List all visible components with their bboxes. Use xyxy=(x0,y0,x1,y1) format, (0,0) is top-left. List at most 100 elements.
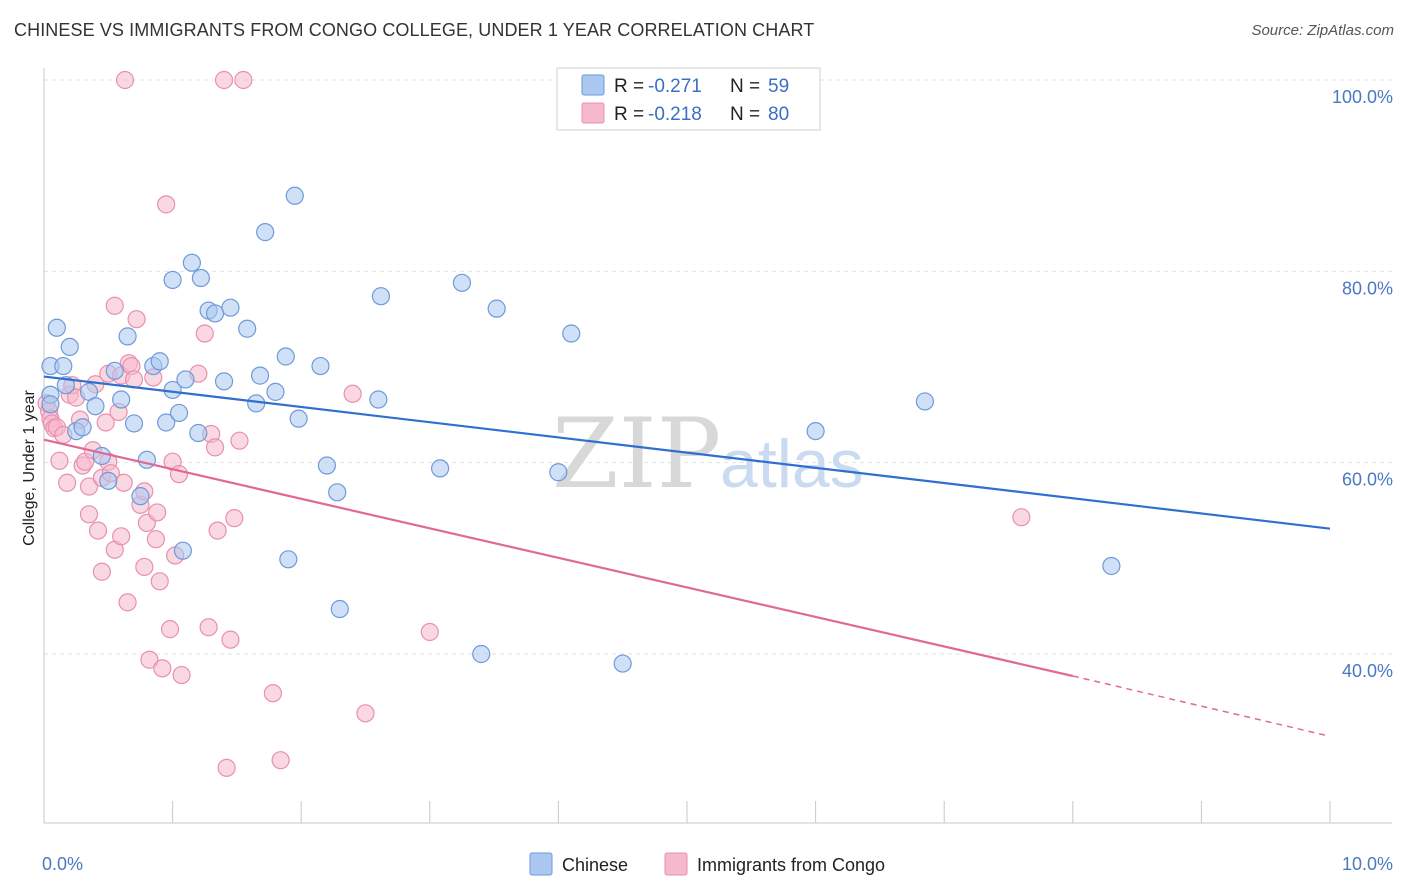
points-congo xyxy=(37,70,1031,777)
congo-point xyxy=(199,618,218,637)
bottom-legend-congo-swatch xyxy=(664,852,688,876)
chinese-point xyxy=(214,372,234,391)
congo-point xyxy=(105,296,124,315)
chinese-point xyxy=(238,319,257,338)
chinese-point xyxy=(157,413,176,432)
chinese-point xyxy=(330,599,349,619)
congo-point xyxy=(356,704,375,723)
congo-point xyxy=(88,521,108,540)
congo-point xyxy=(150,572,169,591)
congo-point xyxy=(230,431,249,450)
chinese-point xyxy=(41,395,60,414)
chinese-point xyxy=(54,356,73,376)
chinese-point xyxy=(191,268,210,288)
chinese-point xyxy=(131,487,150,506)
legend-congo-n-value: 80 xyxy=(768,104,789,125)
congo-point xyxy=(118,593,137,612)
y-tick-label: 40.0% xyxy=(1342,661,1393,681)
top-legend: R = -0.271 N = 59 R = -0.218 N = 80 xyxy=(556,67,821,131)
chinese-point xyxy=(169,403,189,423)
congo-point xyxy=(221,630,240,649)
chinese-point xyxy=(250,366,270,385)
congo-point xyxy=(96,413,115,432)
chinese-point xyxy=(150,352,169,371)
chinese-point xyxy=(47,318,66,337)
chinese-point xyxy=(285,186,304,205)
congo-point xyxy=(420,622,439,642)
congo-point xyxy=(148,503,167,522)
y-tick-label: 80.0% xyxy=(1342,278,1393,298)
chinese-point xyxy=(189,423,208,443)
chinese-point xyxy=(105,361,124,380)
congo-point xyxy=(1012,508,1031,527)
chinese-point xyxy=(276,347,295,366)
congo-point xyxy=(172,665,191,685)
congo-point xyxy=(114,473,133,492)
chinese-point xyxy=(73,418,92,437)
congo-point xyxy=(234,70,253,90)
chinese-point xyxy=(317,456,337,475)
congo-point xyxy=(195,324,214,343)
chinese-point xyxy=(487,299,506,318)
chinese-point xyxy=(311,356,330,376)
x-tick-label: 0.0% xyxy=(42,854,83,874)
congo-point xyxy=(50,451,69,470)
congo-point xyxy=(208,521,227,540)
congo-point xyxy=(160,620,180,639)
congo-point xyxy=(79,505,99,524)
chinese-point xyxy=(221,298,240,317)
congo-point xyxy=(263,684,283,703)
chinese-point xyxy=(124,414,144,433)
congo-point xyxy=(271,751,290,770)
chinese-point xyxy=(176,370,195,389)
congo-point xyxy=(205,438,225,457)
chinese-point xyxy=(613,654,632,673)
chinese-point xyxy=(182,253,201,272)
congo-point xyxy=(146,530,165,549)
congo-point xyxy=(124,370,144,389)
legend-chinese-swatch xyxy=(581,74,605,96)
congo-point xyxy=(92,562,111,581)
y-tick-label: 60.0% xyxy=(1342,470,1393,490)
chinese-point xyxy=(549,463,568,482)
congo-point xyxy=(169,465,189,484)
legend-congo-r-value: -0.218 xyxy=(648,104,702,125)
legend-congo-swatch xyxy=(581,102,605,124)
legend-chinese-r-value: -0.271 xyxy=(648,76,702,97)
congo-point xyxy=(343,384,362,403)
chart-title: CHINESE VS IMMIGRANTS FROM CONGO COLLEGE… xyxy=(14,20,815,40)
congo-point xyxy=(225,509,244,528)
congo-point xyxy=(127,310,146,329)
chinese-point xyxy=(806,421,825,441)
chinese-point xyxy=(86,397,105,416)
bottom-legend-congo-label: Immigrants from Congo xyxy=(697,855,885,875)
chinese-point xyxy=(328,483,347,502)
legend-chinese-n-label: N = xyxy=(730,76,760,97)
chinese-point xyxy=(92,446,111,466)
bottom-legend: Chinese Immigrants from Congo xyxy=(529,852,885,876)
chinese-point xyxy=(1102,556,1121,576)
chinese-point xyxy=(289,409,308,428)
congo-point xyxy=(79,477,99,496)
chinese-point xyxy=(60,337,79,357)
chinese-point xyxy=(99,471,118,490)
congo-point xyxy=(217,758,236,777)
chinese-point xyxy=(915,392,935,411)
axis-layer: 0.0% 10.0% xyxy=(42,68,1393,874)
congo-point xyxy=(140,650,159,669)
points-chinese xyxy=(41,186,1121,673)
chart-source: Source: ZipAtlas.com xyxy=(1251,22,1394,39)
grid-layer: 40.0% 60.0% 80.0% 100.0% xyxy=(44,79,1393,681)
chinese-point xyxy=(256,223,275,242)
trend-layer xyxy=(43,375,1331,738)
congo-point xyxy=(157,195,176,214)
congo-trend-extension xyxy=(1072,675,1331,738)
chinese-point xyxy=(371,287,391,306)
chinese-point xyxy=(112,390,131,409)
chinese-point xyxy=(205,304,225,323)
y-tick-label: 100.0% xyxy=(1332,87,1393,107)
chinese-point xyxy=(452,273,472,292)
congo-point xyxy=(112,527,131,546)
legend-chinese-n-value: 59 xyxy=(768,76,789,97)
